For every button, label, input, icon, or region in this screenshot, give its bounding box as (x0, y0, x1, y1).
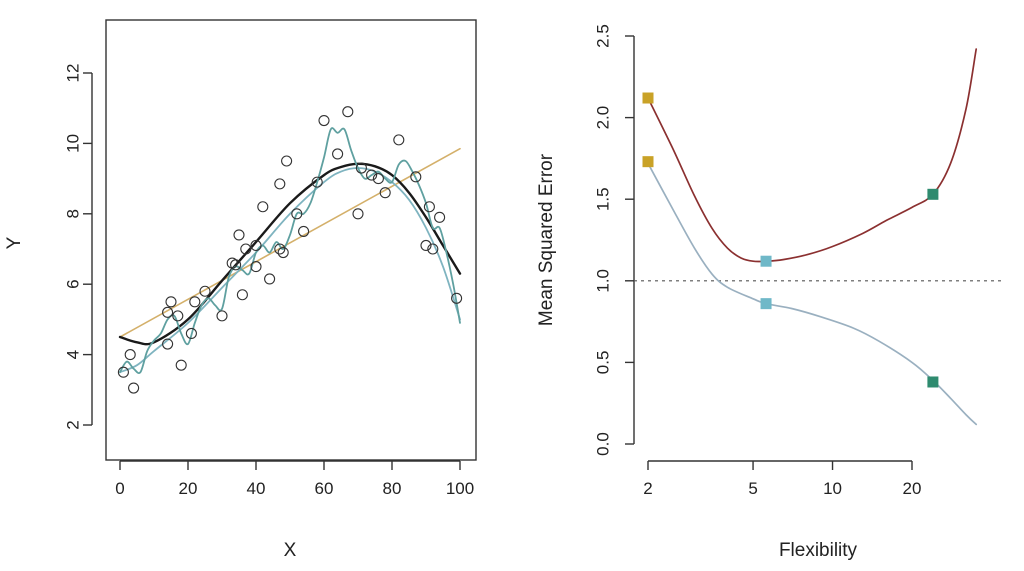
left-data-point (311, 176, 323, 188)
left-data-point (240, 243, 252, 255)
left-data-point (175, 359, 187, 371)
left-data-point (355, 162, 367, 174)
left-data-point (277, 246, 289, 259)
left-x-tick-label: 40 (247, 479, 266, 498)
left-data-point (298, 225, 310, 237)
left-y-tick-label: 10 (63, 134, 82, 153)
left-data-point (434, 211, 446, 223)
left-data-point (274, 243, 286, 255)
right-y-tick-label: 1.5 (593, 187, 612, 211)
left-data-point (342, 106, 354, 118)
right-curves (647, 48, 978, 426)
left-data-point (162, 338, 174, 350)
left-data-point (410, 171, 422, 183)
left-data-point (427, 243, 439, 255)
right-y-tick-label: 2.5 (593, 24, 612, 48)
left-y-axis-title: Y (4, 236, 25, 249)
mse-marker (642, 92, 654, 104)
left-data-point (281, 155, 293, 167)
left-data-point (352, 208, 364, 220)
left-y-axis: 2 4 6 8 10 12 (63, 64, 93, 430)
right-x-tick-label: 5 (748, 479, 757, 498)
left-x-tick-label: 100 (446, 479, 474, 498)
mse-marker (760, 298, 772, 310)
left-series-line-2 (118, 162, 462, 346)
left-data-point (291, 208, 303, 220)
left-plot-frame (105, 19, 477, 461)
left-series-line-3 (119, 167, 461, 374)
left-data-point (274, 178, 286, 190)
left-data-point (117, 366, 129, 378)
right-markers (642, 92, 939, 388)
left-series-line-4 (119, 127, 461, 374)
left-x-tick-label: 60 (315, 479, 334, 498)
left-data-point (451, 292, 463, 304)
left-data-point (128, 382, 140, 394)
left-data-point (257, 201, 269, 213)
mse-marker (927, 188, 939, 200)
left-data-point (230, 259, 242, 271)
left-y-tick-label: 8 (63, 209, 82, 218)
left-data-point (165, 296, 177, 308)
training-mse-line (647, 162, 978, 426)
left-y-tick-label: 4 (63, 350, 82, 359)
right-x-tick-label: 2 (643, 479, 652, 498)
left-data-point (264, 273, 276, 285)
left-data-point (420, 239, 432, 252)
right-x-tick-label: 20 (903, 479, 922, 498)
right-y-tick-label: 0.5 (593, 351, 612, 375)
left-data-point (162, 306, 174, 318)
left-data-point (250, 239, 262, 252)
mse-marker (760, 255, 772, 267)
left-points (117, 106, 463, 394)
right-x-axis-title: Flexibility (779, 540, 858, 561)
right-y-tick-label: 1.0 (593, 269, 612, 293)
left-data-point (250, 261, 262, 273)
left-data-point (124, 349, 136, 361)
right-y-axis-title: Mean Squared Error (536, 153, 557, 326)
left-y-tick-label: 12 (63, 64, 82, 83)
left-data-point (216, 310, 228, 322)
left-data-point (393, 134, 405, 146)
left-data-point (172, 310, 184, 322)
left-x-axis-title: X (284, 540, 297, 561)
left-panel: 0 20 40 60 80 100 2 4 6 8 10 12 X Y (4, 19, 477, 561)
left-data-point (199, 285, 211, 297)
left-data-point (233, 229, 245, 241)
left-data-point (379, 187, 391, 199)
right-y-tick-label: 2.0 (593, 106, 612, 130)
right-y-tick-label: 0.0 (593, 432, 612, 456)
left-data-point (318, 114, 330, 127)
left-y-tick-label: 2 (63, 420, 82, 429)
left-x-tick-label: 0 (115, 479, 124, 498)
left-x-axis: 0 20 40 60 80 100 (115, 460, 474, 498)
left-data-point (185, 327, 197, 340)
test-mse-line (647, 48, 978, 263)
left-data-point (372, 173, 384, 185)
left-data-point (189, 296, 201, 308)
left-data-point (423, 201, 435, 213)
right-y-axis: 0.0 0.5 1.0 1.5 2.0 2.5 (593, 24, 634, 456)
left-curves (118, 127, 462, 374)
left-y-tick-label: 6 (63, 279, 82, 288)
left-series-line-1 (119, 147, 461, 338)
right-x-tick-label: 10 (823, 479, 842, 498)
mse-marker (927, 376, 939, 388)
left-data-point (332, 148, 344, 160)
left-x-tick-label: 80 (383, 479, 402, 498)
left-x-tick-label: 20 (179, 479, 198, 498)
right-panel: 2 5 10 20 0.0 0.5 1.0 1.5 2.0 2.5 Flexibility Me… (536, 24, 1004, 561)
left-data-point (236, 289, 248, 301)
left-data-point (366, 169, 378, 181)
right-x-axis: 2 5 10 20 (643, 461, 921, 498)
mse-marker (642, 156, 654, 168)
